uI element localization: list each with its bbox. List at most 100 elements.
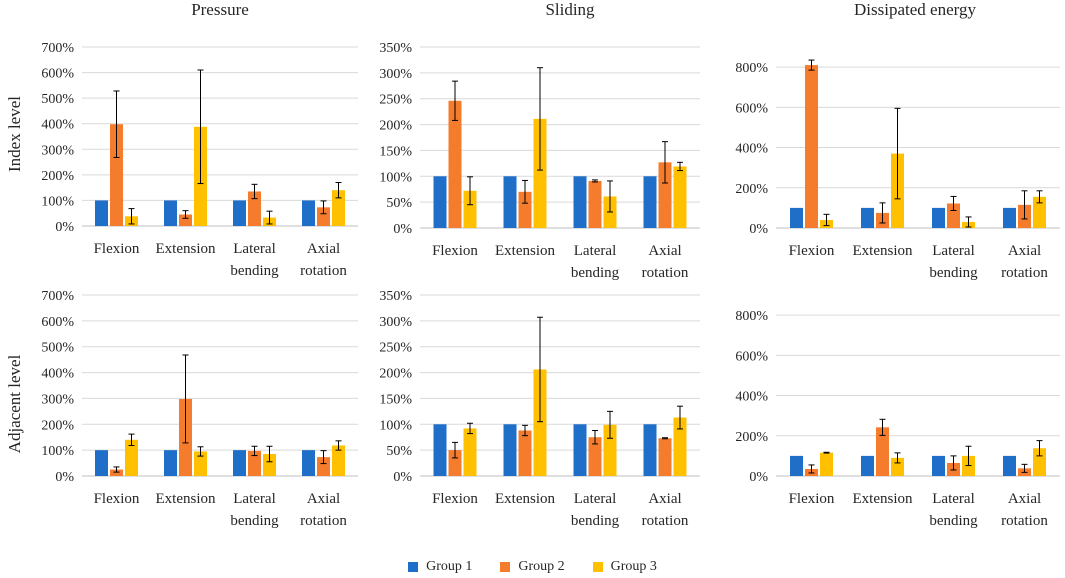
x-tick-label: Flexion bbox=[94, 241, 140, 257]
x-tick-label: Flexion bbox=[432, 491, 478, 507]
y-tick-label: 100% bbox=[379, 418, 412, 433]
x-tick-label: Lateral bbox=[932, 491, 974, 507]
y-tick-label: 500% bbox=[41, 92, 74, 107]
bar-group-2 bbox=[317, 207, 330, 226]
x-tick-label: rotation bbox=[642, 513, 689, 529]
bar-group-1 bbox=[233, 200, 246, 226]
column-title-sliding: Sliding bbox=[545, 0, 595, 19]
bar-group-3 bbox=[820, 452, 833, 476]
bar-group-2 bbox=[588, 180, 602, 228]
bar-group-1 bbox=[95, 450, 108, 476]
x-tick-label: rotation bbox=[642, 265, 689, 281]
y-tick-label: 100% bbox=[41, 444, 74, 459]
y-tick-label: 600% bbox=[735, 349, 768, 364]
y-tick-label: 50% bbox=[386, 444, 412, 459]
x-tick-label: Axial bbox=[1008, 243, 1041, 259]
x-tick-label: Extension bbox=[853, 243, 913, 259]
bar-group-2 bbox=[179, 214, 192, 226]
legend-label-group-2: Group 2 bbox=[518, 559, 565, 574]
y-tick-label: 0% bbox=[393, 222, 412, 237]
bar-group-1 bbox=[1003, 455, 1016, 476]
y-tick-label: 200% bbox=[735, 182, 768, 197]
y-tick-label: 0% bbox=[55, 470, 74, 485]
legend: Group 1 Group 2 Group 3 bbox=[0, 559, 1065, 575]
y-tick-label: 100% bbox=[41, 194, 74, 209]
y-tick-label: 400% bbox=[41, 118, 74, 133]
bar-group-1 bbox=[95, 200, 108, 226]
bar-group-3 bbox=[673, 417, 687, 476]
bar-group-3 bbox=[194, 451, 207, 476]
y-tick-label: 0% bbox=[749, 222, 768, 237]
x-tick-label: Flexion bbox=[432, 243, 478, 259]
bar-group-3 bbox=[533, 118, 547, 228]
x-tick-label: Lateral bbox=[574, 491, 616, 507]
y-tick-label: 600% bbox=[41, 315, 74, 330]
bar-group-1 bbox=[433, 424, 447, 476]
x-tick-label: Extension bbox=[156, 241, 216, 257]
y-tick-label: 800% bbox=[735, 61, 768, 76]
bar-group-1 bbox=[164, 450, 177, 476]
bar-group-1 bbox=[503, 176, 517, 228]
bar-group-3 bbox=[463, 428, 477, 476]
x-tick-label: Flexion bbox=[789, 491, 835, 507]
legend-label-group-3: Group 3 bbox=[610, 559, 657, 574]
y-tick-label: 0% bbox=[55, 220, 74, 235]
bar-group-3 bbox=[1033, 448, 1046, 476]
bar-group-2 bbox=[588, 437, 602, 476]
x-tick-label: Extension bbox=[495, 491, 555, 507]
y-tick-label: 300% bbox=[379, 67, 412, 82]
bar-group-2 bbox=[110, 469, 123, 476]
x-tick-label: Extension bbox=[156, 491, 216, 507]
bar-group-1 bbox=[861, 455, 874, 476]
y-tick-label: 600% bbox=[41, 67, 74, 82]
bar-group-1 bbox=[790, 455, 803, 476]
y-tick-label: 250% bbox=[379, 341, 412, 356]
x-tick-label: bending bbox=[230, 263, 279, 279]
x-tick-label: bending bbox=[571, 265, 620, 281]
bar-group-2 bbox=[248, 450, 261, 476]
chart-panel-6: 0% 200% 400% 600% 800% Flexion Extension Latera… bbox=[735, 309, 1060, 529]
y-tick-label: 100% bbox=[379, 170, 412, 185]
x-tick-label: rotation bbox=[1001, 513, 1048, 529]
bar-group-3 bbox=[533, 369, 547, 476]
legend-swatch-group-2 bbox=[500, 562, 511, 572]
bar-group-1 bbox=[932, 455, 945, 476]
bar-group-3 bbox=[891, 457, 904, 476]
y-tick-label: 200% bbox=[41, 418, 74, 433]
x-tick-label: Lateral bbox=[932, 243, 974, 259]
x-tick-label: Axial bbox=[648, 491, 681, 507]
bar-group-3 bbox=[603, 424, 617, 476]
x-tick-label: bending bbox=[230, 513, 279, 529]
bar-group-1 bbox=[164, 200, 177, 226]
x-tick-label: Lateral bbox=[233, 491, 275, 507]
y-tick-label: 200% bbox=[379, 119, 412, 134]
bar-group-1 bbox=[932, 207, 945, 228]
y-tick-label: 400% bbox=[735, 390, 768, 405]
x-tick-label: Lateral bbox=[233, 241, 275, 257]
legend-swatch-group-3 bbox=[592, 562, 603, 572]
x-tick-label: rotation bbox=[300, 263, 347, 279]
chart-panel-3: 0% 200% 400% 600% 800% Flexion Extension Latera… bbox=[735, 59, 1060, 281]
legend-item-group-2: Group 2 bbox=[500, 559, 565, 575]
legend-item-group-3: Group 3 bbox=[592, 559, 657, 575]
x-tick-label: Axial bbox=[307, 491, 340, 507]
y-tick-label: 400% bbox=[41, 367, 74, 382]
x-tick-label: Axial bbox=[1008, 491, 1041, 507]
bar-group-1 bbox=[573, 176, 587, 228]
chart-panel-4: 0% 100% 200% 300% 400% 500% 600% 700% Flexion Ext… bbox=[41, 289, 358, 529]
y-tick-label: 400% bbox=[735, 142, 768, 157]
bar-group-3 bbox=[332, 445, 345, 476]
y-tick-label: 700% bbox=[41, 289, 74, 304]
bar-group-3 bbox=[1033, 196, 1046, 228]
legend-item-group-1: Group 1 bbox=[408, 559, 472, 575]
bar-group-1 bbox=[643, 176, 657, 228]
y-tick-label: 200% bbox=[379, 367, 412, 382]
bar-group-1 bbox=[790, 207, 803, 228]
y-tick-label: 150% bbox=[379, 392, 412, 407]
bar-group-2 bbox=[518, 430, 532, 476]
y-tick-label: 200% bbox=[735, 430, 768, 445]
bar-group-2 bbox=[658, 438, 672, 476]
bar-group-1 bbox=[503, 424, 517, 476]
